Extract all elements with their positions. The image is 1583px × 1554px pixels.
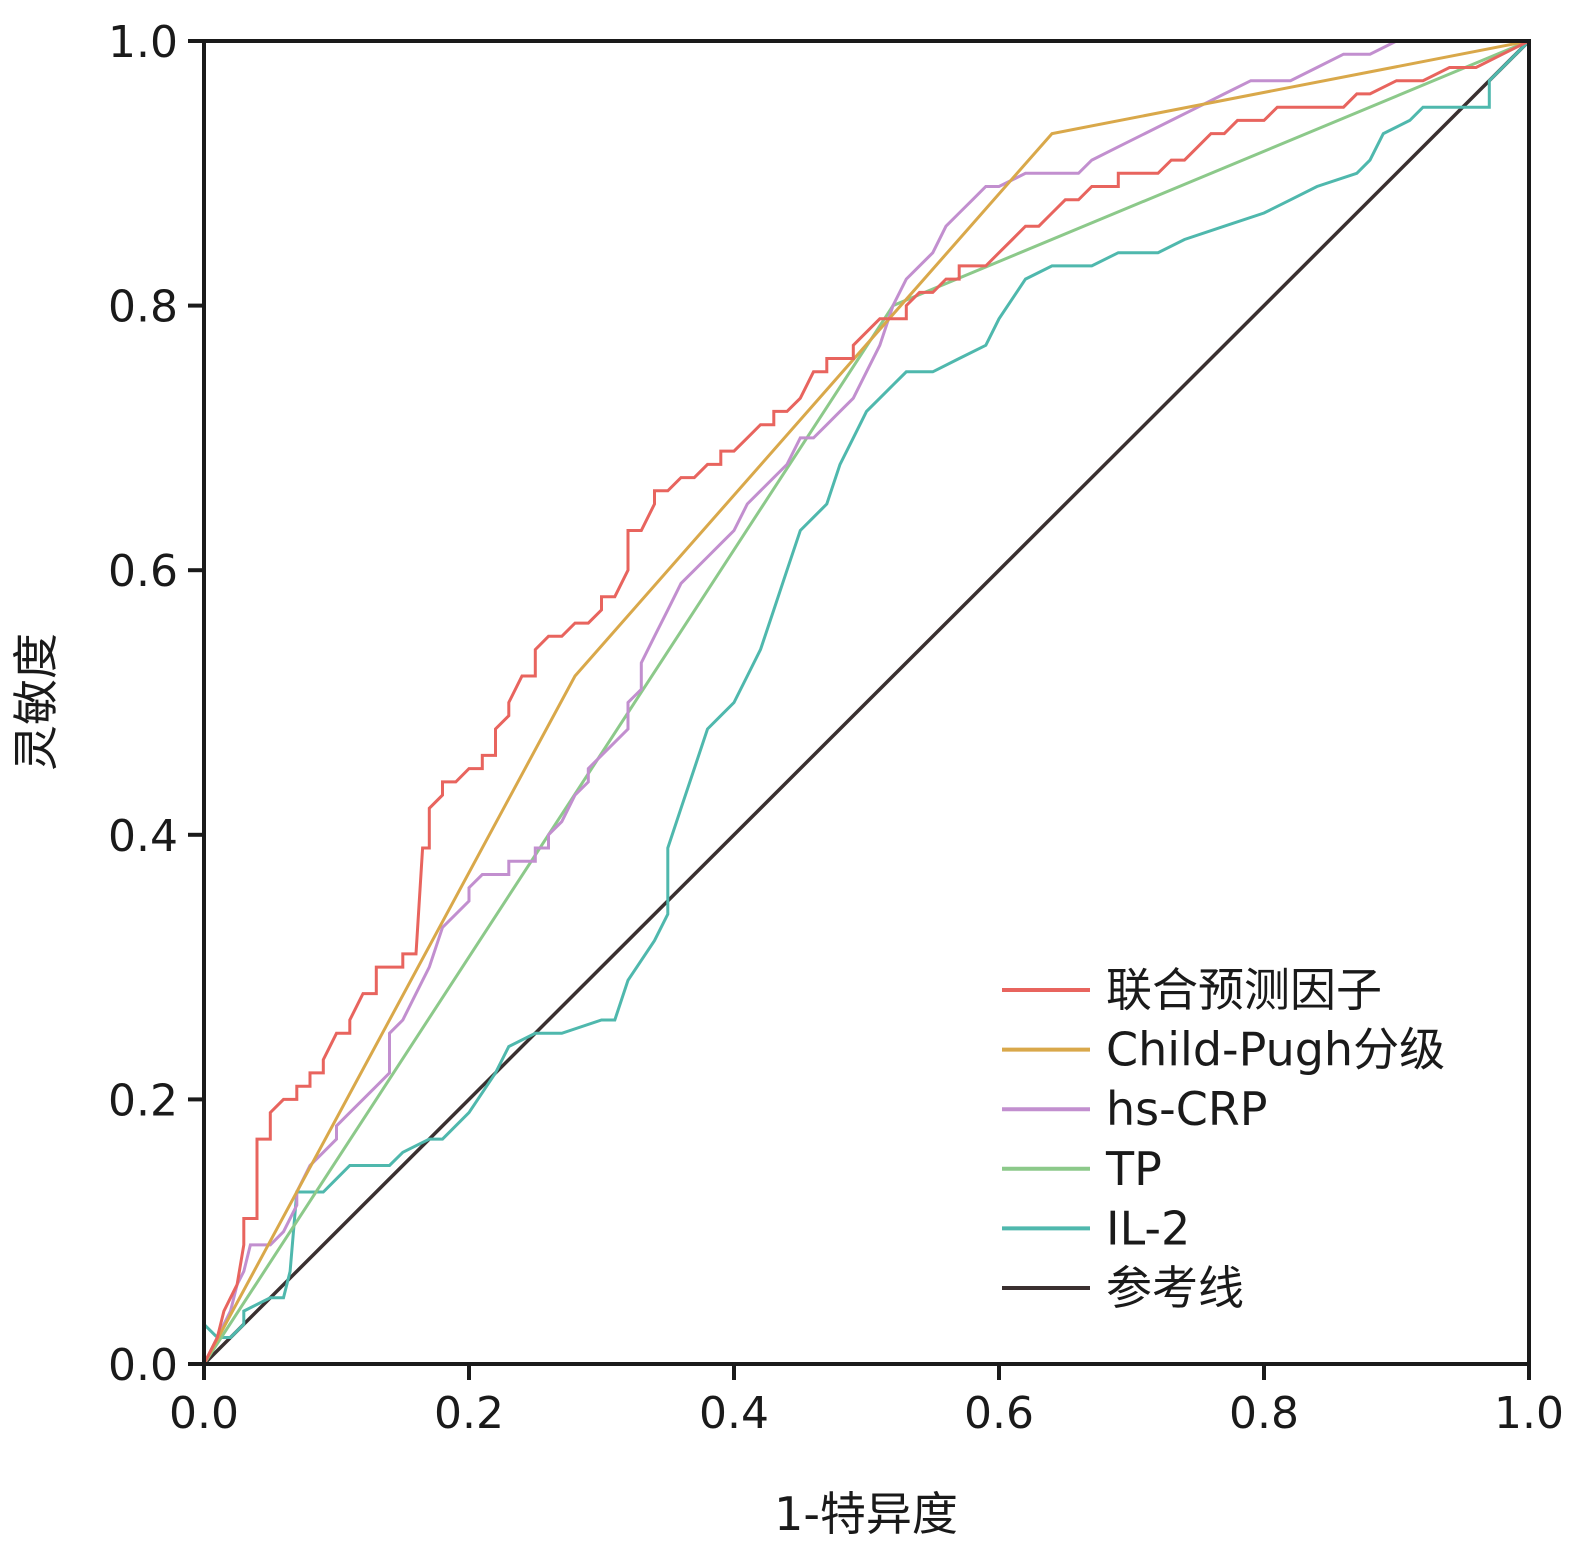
x-tick-label: 0.0 bbox=[169, 1388, 239, 1439]
y-axis-title: 灵敏度 bbox=[9, 633, 63, 771]
series-line-2 bbox=[202, 39, 1529, 1365]
y-tick-label: 0.4 bbox=[108, 811, 178, 862]
plot-frame bbox=[202, 39, 1531, 1366]
legend-label-0: 联合预测因子 bbox=[1106, 963, 1382, 1017]
series-line-0 bbox=[202, 39, 1530, 1365]
legend-label-4: IL-2 bbox=[1106, 1201, 1190, 1255]
y-tick-label: 1.0 bbox=[108, 17, 178, 68]
y-tick-label: 0.2 bbox=[108, 1075, 178, 1126]
legend-label-2: hs-CRP bbox=[1106, 1082, 1268, 1136]
x-tick-label: 0.8 bbox=[1229, 1388, 1299, 1439]
legend-label-5: 参考线 bbox=[1106, 1261, 1244, 1315]
series-line-4 bbox=[202, 39, 1531, 1364]
series-line-1 bbox=[202, 39, 1530, 1365]
x-tick-label: 1.0 bbox=[1494, 1388, 1564, 1439]
x-axis-title: 1-特异度 bbox=[774, 1487, 958, 1541]
x-tick-label: 0.6 bbox=[964, 1388, 1034, 1439]
x-axis-ticks: 0.0 0.2 0.4 0.6 0.8 1.0 bbox=[169, 1364, 1564, 1439]
legend-label-3: TP bbox=[1105, 1142, 1162, 1196]
series-line-5 bbox=[202, 39, 1531, 1366]
legend-label-1: Child-Pugh分级 bbox=[1106, 1023, 1445, 1077]
y-axis-ticks: 0.0 0.2 0.4 0.6 0.8 1.0 bbox=[108, 17, 204, 1391]
y-tick-label: 0.6 bbox=[108, 546, 178, 597]
plot-lines bbox=[202, 39, 1531, 1366]
x-tick-label: 0.2 bbox=[434, 1388, 504, 1439]
y-tick-label: 0.0 bbox=[108, 1340, 178, 1391]
x-tick-label: 0.4 bbox=[699, 1388, 769, 1439]
y-tick-label: 0.8 bbox=[108, 282, 178, 333]
